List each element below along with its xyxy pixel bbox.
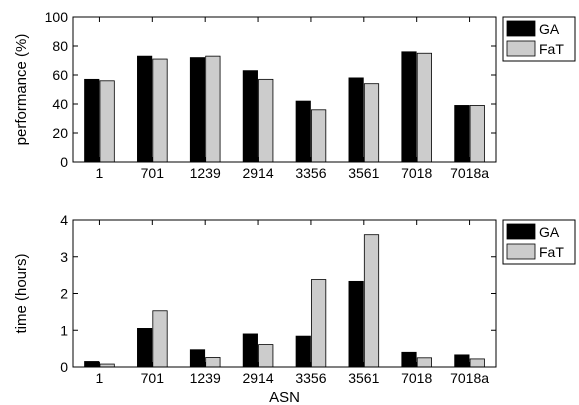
legend-swatch-ga (506, 223, 536, 240)
y-tick-label: 0 (60, 359, 68, 375)
bar-ga-7018 (401, 51, 417, 163)
x-axis-label: ASN (269, 389, 300, 405)
legend-label-fat: FaT (539, 244, 564, 260)
x-tick-label: 7018 (401, 165, 432, 181)
x-tick-label: 7018 (401, 370, 432, 386)
y-tick-label: 20 (52, 125, 68, 141)
x-tick-label: 1239 (190, 165, 221, 181)
bar-ga-3561 (348, 280, 364, 368)
legend-label-ga: GA (539, 21, 560, 37)
bar-ga-1239 (189, 349, 206, 368)
chart-panel-2: 0 1 2 3 4 1 701 1239 2914 3356 3561 7018 7018a time (… (13, 212, 576, 405)
bar-ga-7018a (454, 354, 470, 368)
x-tick-label: 1 (96, 370, 104, 386)
legend-swatch-fat (506, 40, 536, 57)
legend: GA FaT (502, 16, 576, 62)
bar-fat-701 (152, 58, 168, 163)
bar-ga-3561 (348, 77, 364, 163)
bar-fat-2914 (258, 344, 274, 368)
legend-swatch-ga (506, 20, 536, 37)
legend-label-ga: GA (539, 224, 560, 240)
x-tick-label: 1239 (190, 370, 221, 386)
bar-ga-2914 (242, 70, 258, 163)
x-tick-label: 2914 (242, 165, 273, 181)
bar-ga-1 (84, 361, 100, 368)
plot-frame (72, 16, 497, 163)
x-tick-label: 701 (141, 165, 165, 181)
y-tick-label: 100 (45, 9, 69, 25)
y-tick-label: 40 (52, 96, 68, 112)
plot-frame (72, 219, 497, 368)
bar-fat-3356 (311, 109, 327, 163)
bar-ga-1239 (189, 57, 206, 163)
bar-fat-3561 (363, 234, 380, 368)
x-tick-label: 7018a (450, 370, 489, 386)
bar-fat-1239 (205, 357, 221, 368)
bar-fat-7018 (416, 357, 432, 368)
bar-fat-7018 (416, 52, 432, 163)
y-tick-label: 4 (60, 212, 68, 228)
x-tick-label: 3561 (348, 165, 379, 181)
legend-swatch-fat (506, 243, 536, 260)
x-tick-label: 2914 (242, 370, 273, 386)
y-tick-label: 2 (60, 286, 68, 302)
x-tick-label: 3356 (295, 165, 326, 181)
bar-fat-1239 (205, 55, 221, 163)
bar-ga-701 (137, 328, 153, 368)
bar-fat-1 (99, 80, 115, 163)
bar-ga-3356 (295, 100, 311, 163)
bar-ga-3356 (295, 335, 311, 368)
chart-panel-1: 0 20 40 60 80 100 1 701 1239 2914 3356 3561 7018 7018… (13, 9, 576, 181)
bar-fat-3356 (311, 279, 327, 368)
y-axis-label: performance (%) (13, 34, 30, 146)
bar-fat-2914 (258, 78, 274, 163)
bar-fat-7018a (469, 105, 485, 163)
x-tick-label: 701 (141, 370, 165, 386)
y-tick-label: 1 (60, 322, 68, 338)
x-tick-label: 3356 (295, 370, 326, 386)
x-tick-label: 3561 (348, 370, 379, 386)
legend-label-fat: FaT (539, 41, 564, 57)
bar-ga-7018 (401, 351, 417, 368)
y-tick-label: 80 (52, 38, 68, 54)
bar-fat-701 (152, 310, 168, 368)
legend: GA FaT (502, 219, 576, 265)
bar-fat-3561 (363, 83, 380, 163)
y-tick-label: 3 (60, 249, 68, 265)
bar-ga-7018a (454, 105, 470, 163)
y-axis-label: time (hours) (13, 253, 30, 333)
y-tick-label: 0 (60, 154, 68, 170)
bar-ga-701 (137, 55, 153, 163)
y-tick-label: 60 (52, 67, 68, 83)
bar-ga-2914 (242, 333, 258, 368)
bar-ga-1 (84, 78, 100, 163)
bar-fat-7018a (469, 358, 485, 368)
x-tick-label: 1 (96, 165, 104, 181)
x-tick-label: 7018a (450, 165, 489, 181)
